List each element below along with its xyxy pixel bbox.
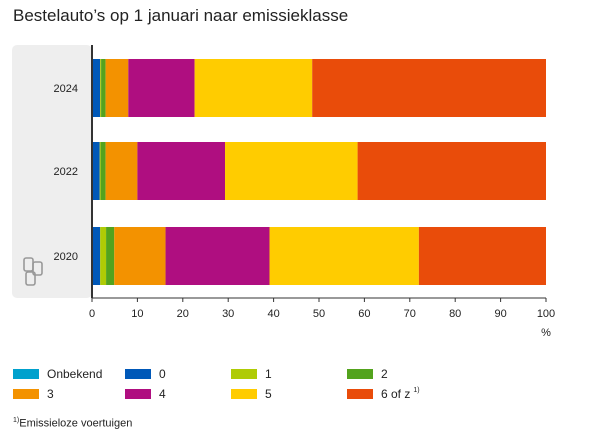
legend-item-1: 1	[231, 367, 272, 381]
bar-2020-1	[100, 227, 107, 285]
legend-label-1: 1	[265, 367, 272, 381]
bar-2024-3	[105, 59, 129, 117]
category-label-2022: 2022	[54, 166, 78, 178]
bar-2020-2	[106, 227, 115, 285]
legend-item-3: 3	[13, 387, 54, 401]
bar-2022-1	[99, 142, 101, 200]
x-tick-label-30: 30	[222, 308, 234, 320]
bar-2020-4	[165, 227, 270, 285]
legend-label-3: 3	[47, 387, 54, 401]
x-tick-label-20: 20	[177, 308, 189, 320]
bar-2022-3	[105, 142, 138, 200]
bar-2022-6	[357, 142, 546, 200]
x-tick-label-50: 50	[313, 308, 325, 320]
x-tick-label-10: 10	[131, 308, 143, 320]
bar-chart: 2024 2022 2020 0 10 20 30 40 50 60 70 80 90 100%	[12, 45, 555, 339]
bar-2022-2	[100, 142, 106, 200]
x-tick-label-40: 40	[267, 308, 279, 320]
legend-label-0: 0	[159, 367, 166, 381]
legend-swatch-2	[347, 369, 373, 379]
footnote: 1)Emissieloze voertuigen	[13, 417, 132, 430]
bar-2022-5	[225, 142, 358, 200]
chart-legend: Onbekend 0 1 2 3 4 5 6 of z 1)	[13, 367, 573, 407]
bar-2024-4	[128, 59, 195, 117]
legend-label-4: 4	[159, 387, 166, 401]
cbs-logo-icon	[23, 257, 43, 286]
chart-title: Bestelauto’s op 1 januari naar emissiekl…	[13, 6, 349, 25]
legend-swatch-0	[125, 369, 151, 379]
bar-2020-5	[269, 227, 419, 285]
bar-2024-2	[101, 59, 106, 117]
bar-2024-5	[194, 59, 313, 117]
bar-2020-6	[418, 227, 546, 285]
bar-2020-3	[114, 227, 166, 285]
legend-swatch-1	[231, 369, 257, 379]
bar-2024-0	[92, 59, 101, 117]
category-label-2024: 2024	[54, 83, 78, 95]
legend-swatch-3	[13, 389, 39, 399]
x-tick-label-90: 90	[494, 308, 506, 320]
legend-item-2: 2	[347, 367, 388, 381]
legend-footnote-marker: 1)	[413, 386, 420, 394]
x-tick-label-80: 80	[449, 308, 461, 320]
category-label-2020: 2020	[54, 251, 78, 263]
legend-label-6: 6 of z	[381, 387, 411, 401]
legend-item-6: 6 of z 1)	[347, 387, 420, 401]
legend-item-0: 0	[125, 367, 166, 381]
legend-label-2: 2	[381, 367, 388, 381]
bar-2024-1	[100, 59, 102, 117]
x-tick-label-100: 100	[537, 308, 555, 320]
legend-swatch-onbekend	[13, 369, 39, 379]
footnote-text: Emissieloze voertuigen	[19, 417, 133, 430]
legend-item-onbekend: Onbekend	[13, 367, 102, 381]
bar-2024-6	[312, 59, 546, 117]
legend-swatch-5	[231, 389, 257, 399]
bar-2022-0	[92, 142, 100, 200]
legend-item-5: 5	[231, 387, 272, 401]
legend-swatch-4	[125, 389, 151, 399]
bar-2020-0	[92, 227, 101, 285]
x-tick-label-70: 70	[404, 308, 416, 320]
legend-label-5: 5	[265, 387, 272, 401]
bar-2022-4	[137, 142, 226, 200]
x-axis-label: %	[541, 327, 551, 339]
legend-item-4: 4	[125, 387, 166, 401]
legend-label-onbekend: Onbekend	[47, 367, 103, 381]
footnote-marker: 1)	[13, 417, 20, 424]
legend-swatch-6	[347, 389, 373, 399]
category-band	[12, 45, 92, 298]
x-tick-label-60: 60	[358, 308, 370, 320]
x-tick-label-0: 0	[89, 308, 95, 320]
